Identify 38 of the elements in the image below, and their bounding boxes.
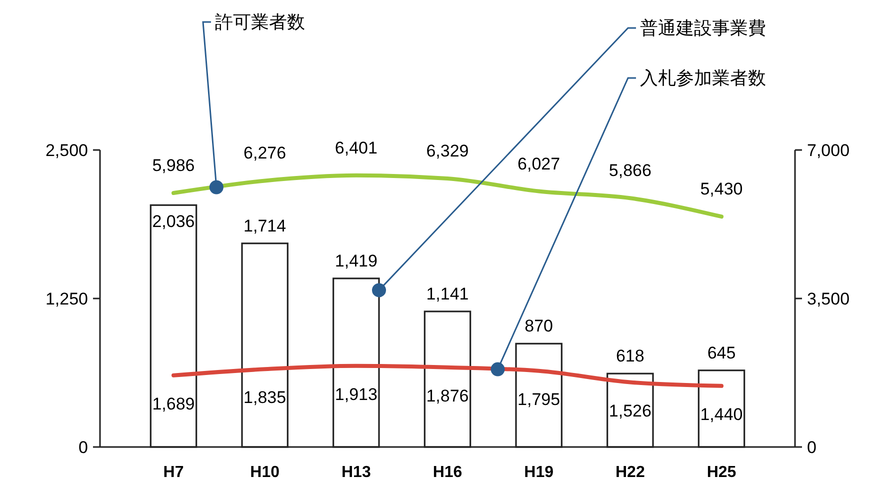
- x-tick-label: H25: [706, 464, 736, 481]
- data-label: 1,714: [244, 216, 286, 236]
- line-series: [172, 364, 724, 388]
- text: 普通建設事業費: [640, 18, 766, 38]
- data-label: 1,876: [426, 386, 469, 406]
- data-label: 618: [616, 346, 644, 366]
- data-label: 1,795: [518, 390, 560, 409]
- x-tick-label: H19: [524, 464, 554, 481]
- data-label: 1,913: [334, 384, 378, 404]
- data-label: 1,835: [244, 388, 286, 408]
- data-label: 6,329: [426, 141, 469, 160]
- data-label: 6,027: [518, 154, 560, 174]
- data-label: 5,866: [608, 161, 652, 180]
- data-label: 6,401: [334, 138, 378, 158]
- x-tick-label: H22: [615, 464, 645, 481]
- data-label: 6,276: [244, 144, 286, 163]
- x-tick-label: H16: [432, 464, 462, 481]
- y-tick-label: 1,250: [45, 290, 88, 308]
- data-label: 645: [707, 343, 736, 362]
- y2-tick-label: 0: [807, 438, 816, 457]
- y-tick-label: 0: [78, 438, 88, 457]
- text: 許可業者数: [215, 12, 305, 32]
- text: 入札参加業者数: [640, 68, 766, 88]
- data-label: 1,689: [152, 394, 195, 414]
- x-tick-label: H7: [163, 464, 184, 481]
- data-label: 2,036: [152, 212, 195, 232]
- y2-tick-label: 3,500: [807, 290, 850, 308]
- data-label: 1,526: [608, 401, 652, 420]
- data-label: 5,986: [152, 156, 195, 176]
- data-label: 5,430: [700, 180, 743, 199]
- data-label: 1,419: [334, 251, 378, 270]
- x-tick-label: H10: [250, 464, 280, 481]
- data-label: 1,141: [426, 284, 469, 304]
- y2-tick-label: 7,000: [807, 141, 850, 160]
- y-tick-label: 2,500: [45, 141, 88, 160]
- data-label: 870: [524, 316, 554, 336]
- x-tick-label: H13: [341, 464, 371, 481]
- data-label: 1,440: [700, 404, 743, 424]
